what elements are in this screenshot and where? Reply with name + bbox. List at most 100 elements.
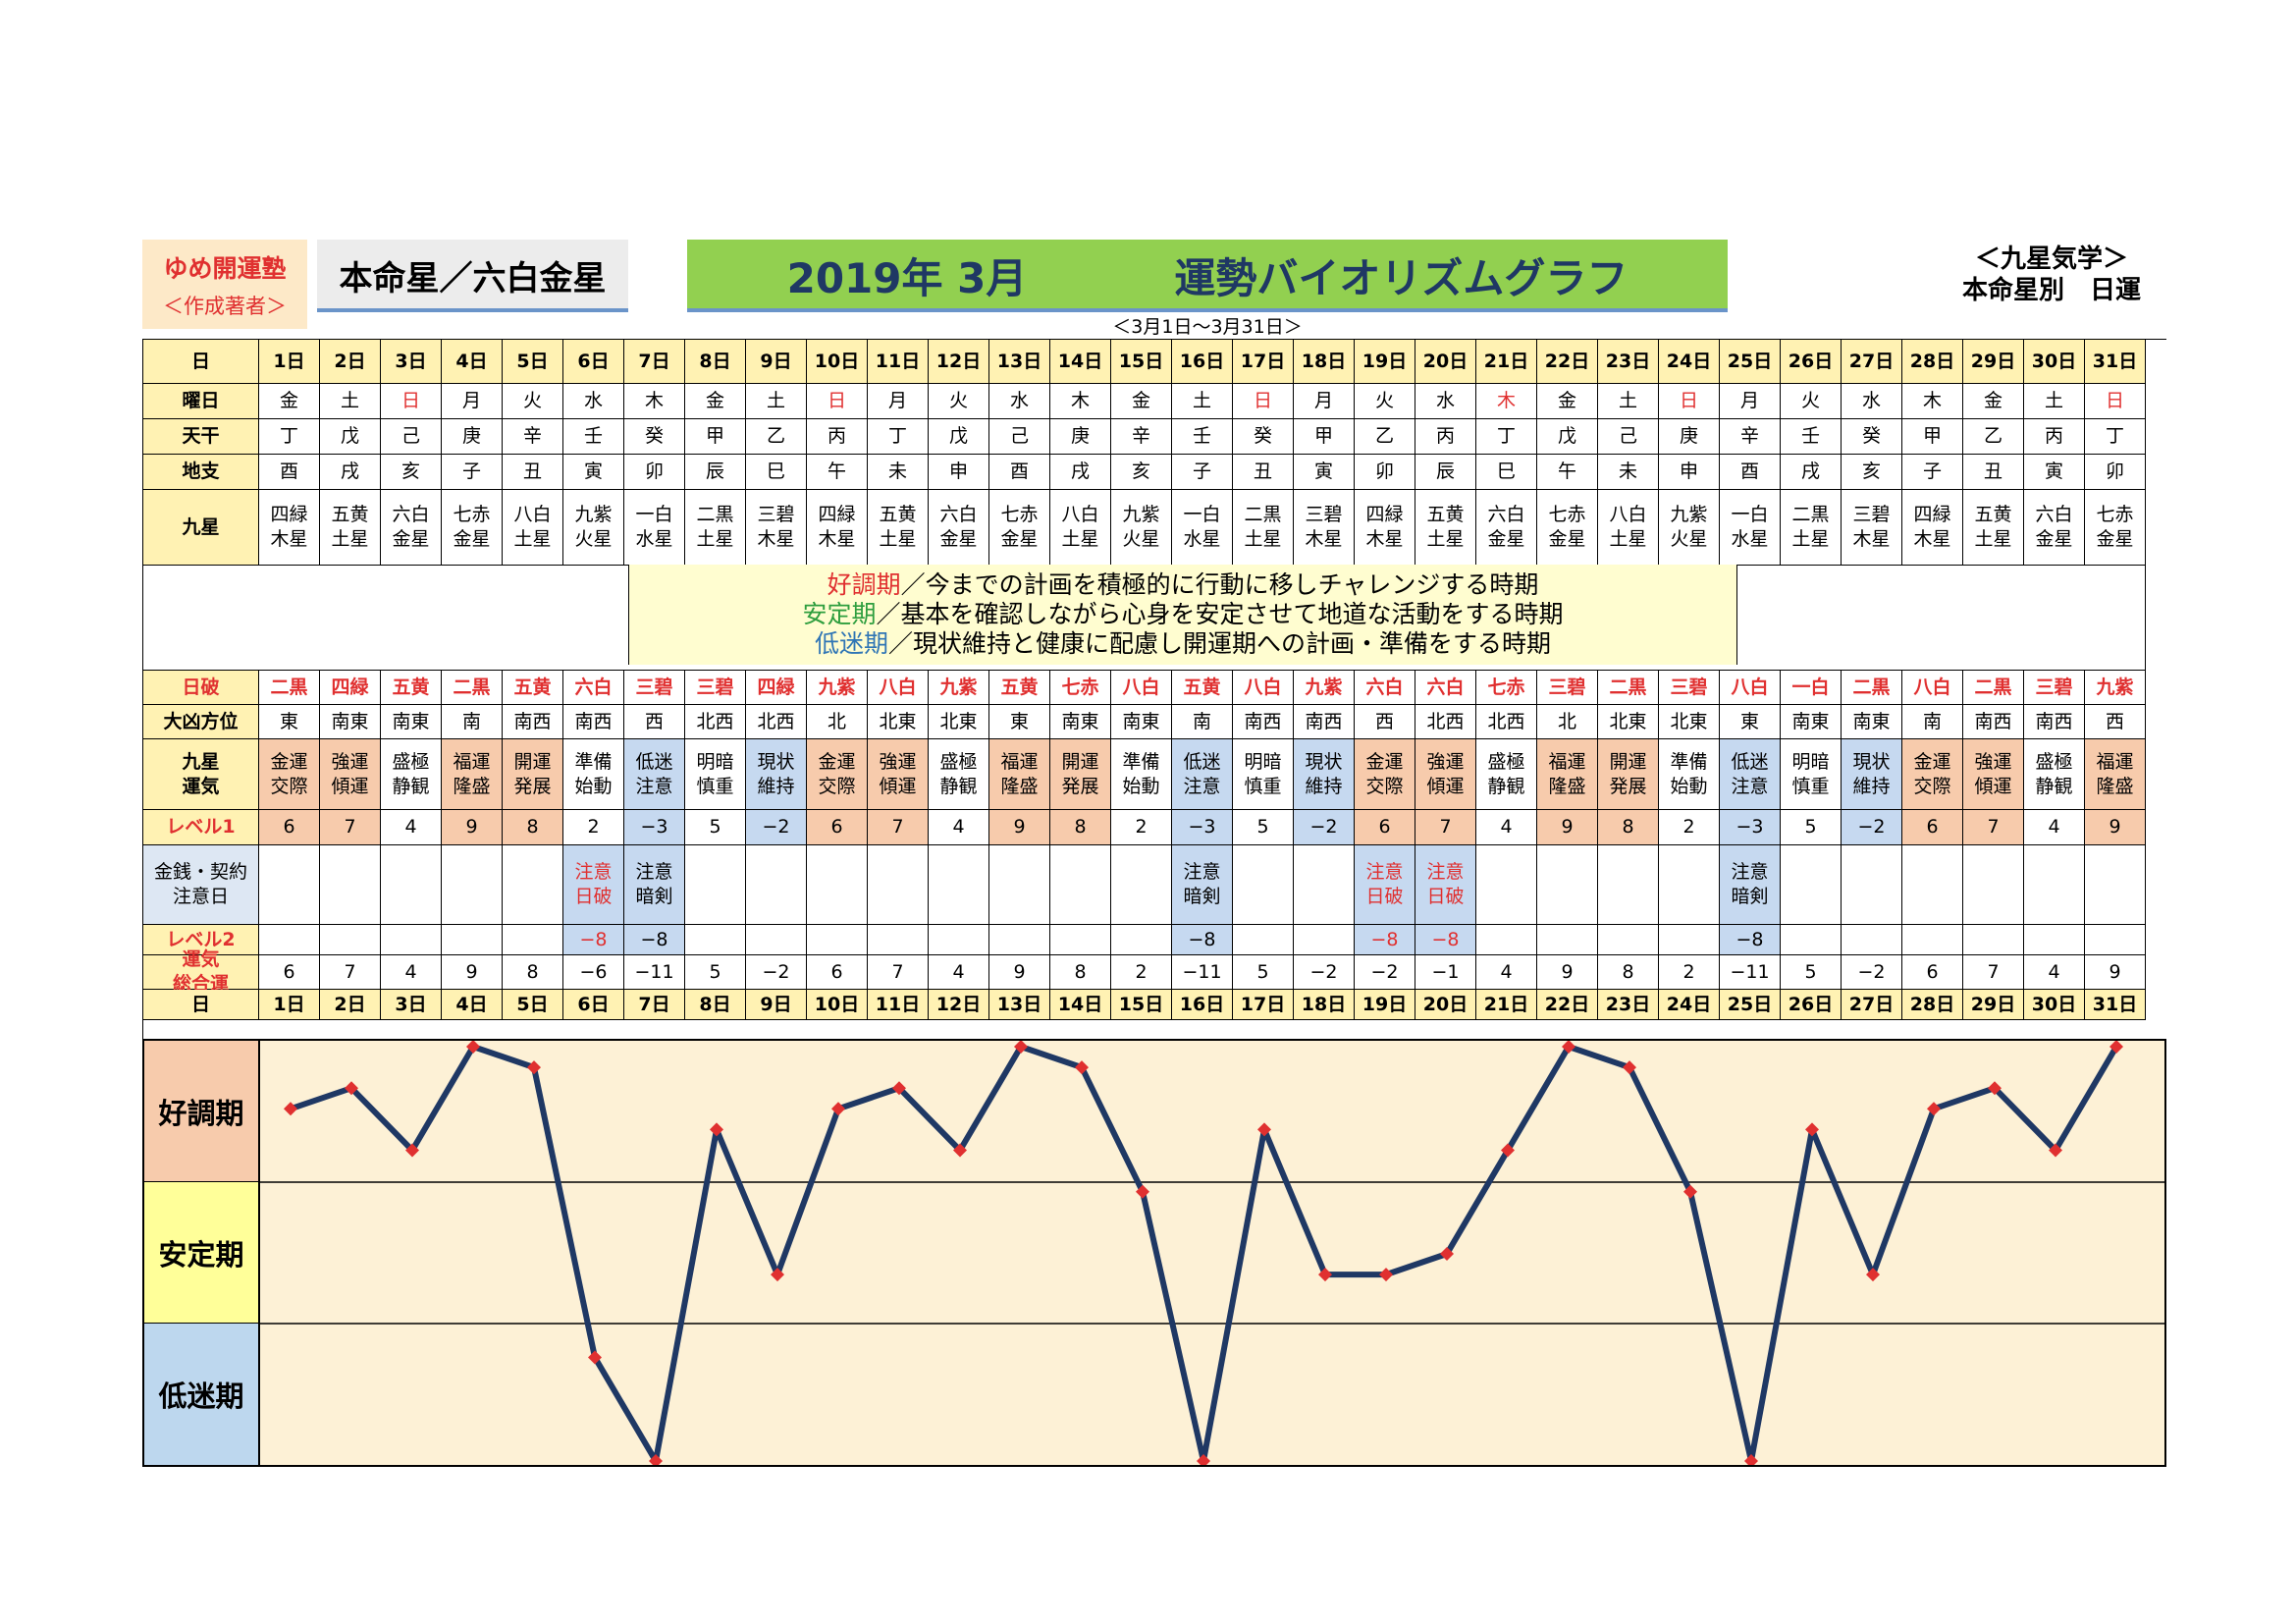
data-point bbox=[345, 1081, 358, 1096]
cell-unki: 福運 隆盛 bbox=[442, 739, 503, 810]
cell-nippa: 六白 bbox=[563, 671, 624, 705]
cell-unki: 現状 維持 bbox=[1842, 739, 1902, 810]
cell-day: 11日 bbox=[868, 340, 929, 384]
cell-chishi: 子 bbox=[1902, 455, 1963, 490]
cell-day: 25日 bbox=[1720, 340, 1781, 384]
cell-day2: 25日 bbox=[1720, 990, 1781, 1020]
cell-money bbox=[1842, 845, 1902, 925]
cell-level2: −8 bbox=[1355, 925, 1415, 955]
cell-weekday: 水 bbox=[989, 384, 1050, 419]
cell-level1: −2 bbox=[1842, 810, 1902, 845]
cell-daikyo: 南東 bbox=[1050, 705, 1111, 739]
row-label-day: 日 bbox=[143, 340, 259, 384]
cell-level1: 4 bbox=[2024, 810, 2085, 845]
cell-day2: 27日 bbox=[1842, 990, 1902, 1020]
cell-day: 3日 bbox=[381, 340, 442, 384]
cell-level1: 2 bbox=[563, 810, 624, 845]
cell-level2 bbox=[2085, 925, 2146, 955]
cell-nippa: 九紫 bbox=[807, 671, 868, 705]
cell-tenkan: 乙 bbox=[1963, 419, 2024, 455]
cell-chishi: 申 bbox=[1659, 455, 1720, 490]
data-point bbox=[1683, 1184, 1697, 1199]
cell-day: 22日 bbox=[1537, 340, 1598, 384]
cell-kyusei: 八白 土星 bbox=[503, 490, 563, 566]
cell-day2: 31日 bbox=[2085, 990, 2146, 1020]
cell-day2: 21日 bbox=[1476, 990, 1537, 1020]
cell-level1: −3 bbox=[1172, 810, 1233, 845]
cell-level1: 8 bbox=[503, 810, 563, 845]
cell-chishi: 巳 bbox=[1476, 455, 1537, 490]
cell-chishi: 酉 bbox=[1720, 455, 1781, 490]
cell-daikyo: 北東 bbox=[929, 705, 989, 739]
cell-daikyo: 南西 bbox=[1963, 705, 2024, 739]
cell-tenkan: 癸 bbox=[1233, 419, 1294, 455]
cell-weekday: 日 bbox=[807, 384, 868, 419]
desc-cell bbox=[320, 566, 381, 671]
cell-weekday: 金 bbox=[1111, 384, 1172, 419]
legend-low-desc: ／現状維持と健康に配慮し開運期への計画・準備をする時期 bbox=[888, 629, 1552, 658]
desc-cell bbox=[1355, 566, 1415, 671]
cell-day: 31日 bbox=[2085, 340, 2146, 384]
cell-tenkan: 辛 bbox=[503, 419, 563, 455]
cell-weekday: 木 bbox=[624, 384, 685, 419]
cell-weekday: 日 bbox=[2085, 384, 2146, 419]
cell-level2 bbox=[1842, 925, 1902, 955]
cell-total: −11 bbox=[624, 955, 685, 990]
desc-cell bbox=[381, 566, 442, 671]
cell-money bbox=[503, 845, 563, 925]
cell-chishi: 卯 bbox=[2085, 455, 2146, 490]
cell-nippa: 六白 bbox=[1355, 671, 1415, 705]
cell-unki: 開運 発展 bbox=[503, 739, 563, 810]
cell-level2 bbox=[320, 925, 381, 955]
star-underline bbox=[317, 308, 628, 312]
cell-daikyo: 西 bbox=[624, 705, 685, 739]
cell-money bbox=[1598, 845, 1659, 925]
cell-kyusei: 九紫 火星 bbox=[1659, 490, 1720, 566]
cell-total: 2 bbox=[1111, 955, 1172, 990]
cell-level1: 8 bbox=[1050, 810, 1111, 845]
cell-total: −11 bbox=[1172, 955, 1233, 990]
cell-daikyo: 南東 bbox=[1111, 705, 1172, 739]
cell-money bbox=[1963, 845, 2024, 925]
desc-cell bbox=[1598, 566, 1659, 671]
cell-daikyo: 東 bbox=[989, 705, 1050, 739]
data-point bbox=[1318, 1268, 1332, 1282]
cell-unki: 明暗 慎重 bbox=[1781, 739, 1842, 810]
cell-day2: 24日 bbox=[1659, 990, 1720, 1020]
cell-day2: 19日 bbox=[1355, 990, 1415, 1020]
desc-cell bbox=[1963, 566, 2024, 671]
cell-nippa: 六白 bbox=[1415, 671, 1476, 705]
cell-nippa: 五黄 bbox=[1172, 671, 1233, 705]
cell-tenkan: 丁 bbox=[259, 419, 320, 455]
cell-weekday: 土 bbox=[1598, 384, 1659, 419]
row-label-kyusei: 九星 bbox=[143, 490, 259, 566]
cell-kyusei: 四緑 木星 bbox=[1902, 490, 1963, 566]
cell-money bbox=[442, 845, 503, 925]
cell-nippa: 八白 bbox=[868, 671, 929, 705]
cell-unki: 準備 始動 bbox=[563, 739, 624, 810]
cell-total: 5 bbox=[685, 955, 746, 990]
cell-daikyo: 西 bbox=[2085, 705, 2146, 739]
cell-chishi: 寅 bbox=[2024, 455, 2085, 490]
cell-weekday: 月 bbox=[1720, 384, 1781, 419]
cell-money bbox=[1902, 845, 1963, 925]
cell-total: −2 bbox=[1355, 955, 1415, 990]
page-title: 2019年 3月 運勢バイオリズムグラフ bbox=[687, 240, 1728, 310]
cell-nippa: 三碧 bbox=[624, 671, 685, 705]
cell-kyusei: 三碧 木星 bbox=[746, 490, 807, 566]
cell-tenkan: 丁 bbox=[2085, 419, 2146, 455]
cell-chishi: 申 bbox=[929, 455, 989, 490]
cell-tenkan: 庚 bbox=[442, 419, 503, 455]
cell-chishi: 卯 bbox=[624, 455, 685, 490]
row-label-unki: 九星 運気 bbox=[143, 739, 259, 810]
cell-money: 注意 日破 bbox=[563, 845, 624, 925]
cell-chishi: 寅 bbox=[1294, 455, 1355, 490]
data-point bbox=[2049, 1143, 2062, 1158]
cell-day2: 7日 bbox=[624, 990, 685, 1020]
cell-tenkan: 乙 bbox=[1355, 419, 1415, 455]
cell-daikyo: 南西 bbox=[563, 705, 624, 739]
cell-chishi: 未 bbox=[868, 455, 929, 490]
cell-weekday: 土 bbox=[2024, 384, 2085, 419]
cell-kyusei: 六白 金星 bbox=[381, 490, 442, 566]
cell-day2: 20日 bbox=[1415, 990, 1476, 1020]
